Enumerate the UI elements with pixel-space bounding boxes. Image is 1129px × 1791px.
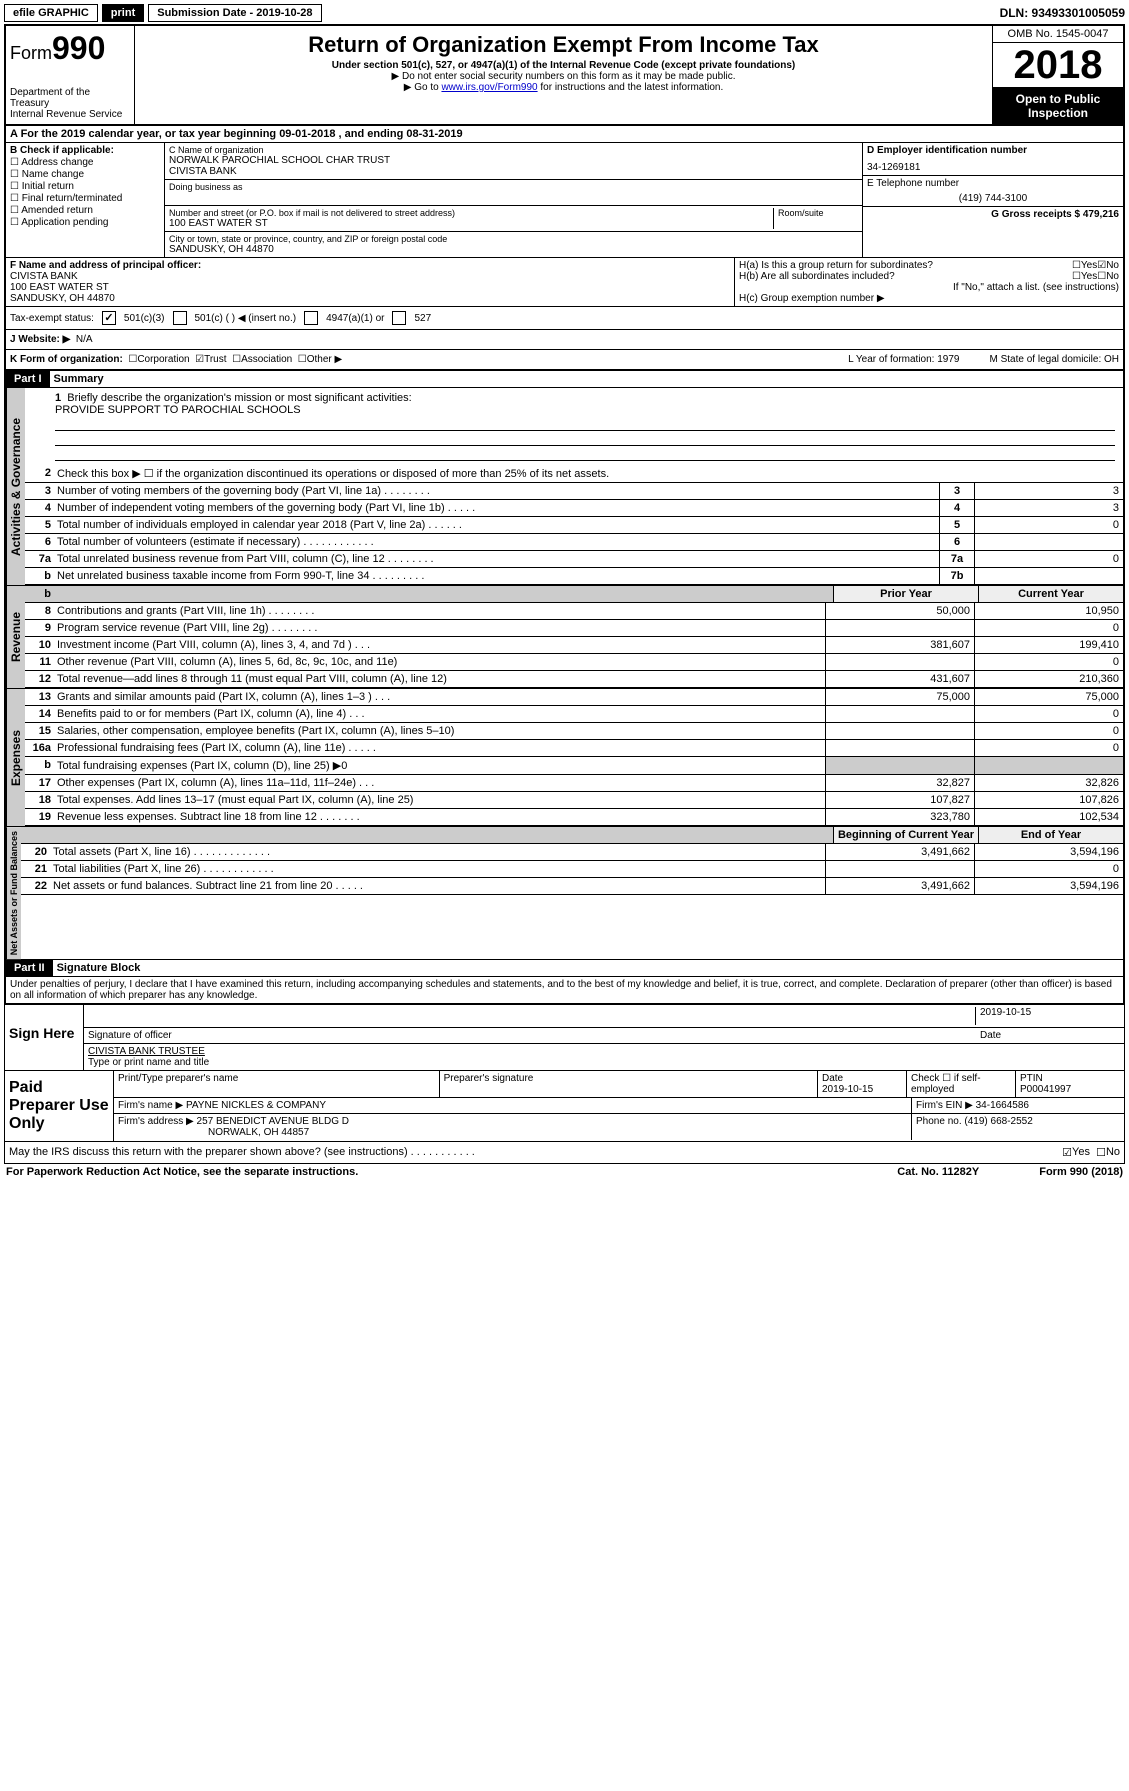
vtab-net-assets: Net Assets or Fund Balances bbox=[6, 827, 21, 959]
form-title-box: Return of Organization Exempt From Incom… bbox=[135, 26, 992, 124]
vtab-expenses: Expenses bbox=[6, 689, 25, 826]
line-6: 6Total number of volunteers (estimate if… bbox=[25, 534, 1123, 551]
line-5: 5Total number of individuals employed in… bbox=[25, 517, 1123, 534]
501c3-checkbox bbox=[102, 311, 116, 325]
line-4: 4Number of independent voting members of… bbox=[25, 500, 1123, 517]
website-row: J Website: ▶ N/A bbox=[6, 330, 1123, 350]
group-return: H(a) Is this a group return for subordin… bbox=[734, 258, 1123, 306]
print-button[interactable]: print bbox=[102, 4, 144, 22]
line-21: 21Total liabilities (Part X, line 26) . … bbox=[21, 861, 1123, 878]
principal-officer: F Name and address of principal officer:… bbox=[6, 258, 734, 306]
check-applicable: B Check if applicable: ☐ Address change … bbox=[6, 143, 165, 257]
signature-section: Sign Here 2019-10-15 Signature of office… bbox=[4, 1005, 1125, 1071]
line-14: 14Benefits paid to or for members (Part … bbox=[25, 706, 1123, 723]
form-container: Form990 Department of the Treasury Inter… bbox=[4, 24, 1125, 1005]
line-12: 12Total revenue—add lines 8 through 11 (… bbox=[25, 671, 1123, 688]
line-7a: 7aTotal unrelated business revenue from … bbox=[25, 551, 1123, 568]
vtab-governance: Activities & Governance bbox=[6, 388, 25, 585]
efile-label: efile GRAPHIC bbox=[4, 4, 98, 22]
line-8: 8Contributions and grants (Part VIII, li… bbox=[25, 603, 1123, 620]
tax-exempt-status: Tax-exempt status: 501(c)(3) 501(c) ( ) … bbox=[6, 307, 1123, 330]
footer: For Paperwork Reduction Act Notice, see … bbox=[4, 1164, 1125, 1180]
line-11: 11Other revenue (Part VIII, column (A), … bbox=[25, 654, 1123, 671]
dln-number: DLN: 93493301005059 bbox=[1000, 6, 1125, 20]
form-id-box: Form990 Department of the Treasury Inter… bbox=[6, 26, 135, 124]
employer-id-box: D Employer identification number 34-1269… bbox=[862, 143, 1123, 257]
perjury-text: Under penalties of perjury, I declare th… bbox=[6, 977, 1123, 1003]
line-16a: 16aProfessional fundraising fees (Part I… bbox=[25, 740, 1123, 757]
part2-header: Part II bbox=[6, 960, 53, 976]
line-18: 18Total expenses. Add lines 13–17 (must … bbox=[25, 792, 1123, 809]
discuss-row: May the IRS discuss this return with the… bbox=[4, 1142, 1125, 1164]
form-title: Return of Organization Exempt From Incom… bbox=[139, 32, 988, 58]
line-20: 20Total assets (Part X, line 16) . . . .… bbox=[21, 844, 1123, 861]
tax-year: 2018 bbox=[993, 43, 1123, 88]
line-10: 10Investment income (Part VIII, column (… bbox=[25, 637, 1123, 654]
form-meta-box: OMB No. 1545-0047 2018 Open to Public In… bbox=[992, 26, 1123, 124]
top-bar: efile GRAPHIC print Submission Date - 20… bbox=[4, 4, 1125, 22]
line-13: 13Grants and similar amounts paid (Part … bbox=[25, 689, 1123, 706]
line-b: bNet unrelated business taxable income f… bbox=[25, 568, 1123, 585]
vtab-revenue: Revenue bbox=[6, 586, 25, 688]
tax-year-range: A For the 2019 calendar year, or tax yea… bbox=[6, 126, 1123, 143]
part1-header: Part I bbox=[6, 371, 50, 387]
line-15: 15Salaries, other compensation, employee… bbox=[25, 723, 1123, 740]
line-22: 22Net assets or fund balances. Subtract … bbox=[21, 878, 1123, 895]
form-of-org: K Form of organization: ☐ Corporation ☑ … bbox=[6, 350, 1123, 370]
irs-link[interactable]: www.irs.gov/Form990 bbox=[441, 82, 537, 93]
mission-block: 1 Briefly describe the organization's mi… bbox=[25, 388, 1123, 465]
line-b: bTotal fundraising expenses (Part IX, co… bbox=[25, 757, 1123, 775]
org-info: C Name of organization NORWALK PAROCHIAL… bbox=[165, 143, 862, 257]
line-19: 19Revenue less expenses. Subtract line 1… bbox=[25, 809, 1123, 826]
line-17: 17Other expenses (Part IX, column (A), l… bbox=[25, 775, 1123, 792]
paid-preparer-section: Paid Preparer Use Only Print/Type prepar… bbox=[4, 1071, 1125, 1142]
submission-date: Submission Date - 2019-10-28 bbox=[148, 4, 321, 22]
line-3: 3Number of voting members of the governi… bbox=[25, 483, 1123, 500]
line-9: 9Program service revenue (Part VIII, lin… bbox=[25, 620, 1123, 637]
